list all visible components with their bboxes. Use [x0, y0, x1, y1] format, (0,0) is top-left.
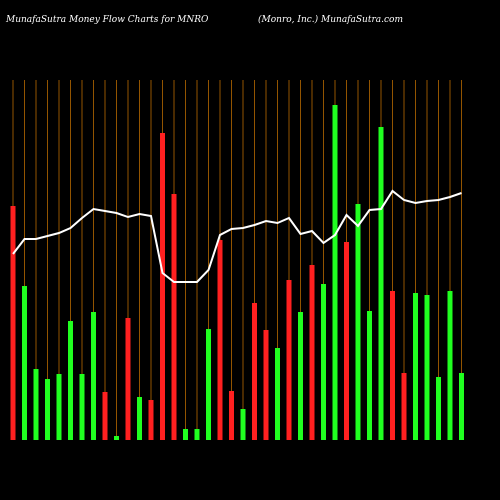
bar	[321, 284, 326, 440]
bar	[102, 392, 108, 440]
bar	[332, 105, 338, 440]
bar	[298, 312, 303, 440]
bar	[229, 391, 234, 440]
bar	[10, 206, 16, 440]
bar	[263, 330, 269, 440]
bar	[194, 429, 200, 440]
bar	[390, 291, 395, 440]
bar	[79, 374, 85, 440]
bar	[183, 429, 188, 440]
bar	[355, 204, 361, 440]
bar	[459, 373, 464, 440]
bar	[275, 348, 280, 440]
bar	[22, 286, 27, 440]
bar	[171, 194, 177, 440]
bar	[68, 321, 73, 440]
bar	[378, 127, 384, 440]
bar	[125, 318, 131, 440]
bar	[56, 374, 62, 440]
bar	[160, 133, 165, 440]
money-flow-line	[12, 189, 462, 283]
bar	[33, 369, 39, 440]
bar	[367, 311, 372, 440]
bar	[114, 436, 119, 440]
bar	[436, 377, 441, 440]
bar	[413, 293, 418, 440]
chart-subtitle: (Monro, Inc.) MunafaSutra.com	[258, 14, 403, 25]
bar	[286, 280, 292, 440]
bar	[309, 265, 315, 440]
bar	[447, 291, 453, 440]
bar	[206, 329, 211, 440]
bar	[424, 295, 430, 440]
bar	[148, 400, 154, 440]
bar	[91, 312, 96, 440]
bar	[45, 379, 50, 440]
bar	[240, 409, 246, 440]
bar	[252, 303, 257, 440]
bar	[401, 373, 407, 440]
bar	[344, 242, 349, 440]
bar	[217, 240, 223, 440]
bar	[137, 397, 142, 440]
chart-title: MunafaSutra Money Flow Charts for MNRO	[5, 15, 209, 25]
